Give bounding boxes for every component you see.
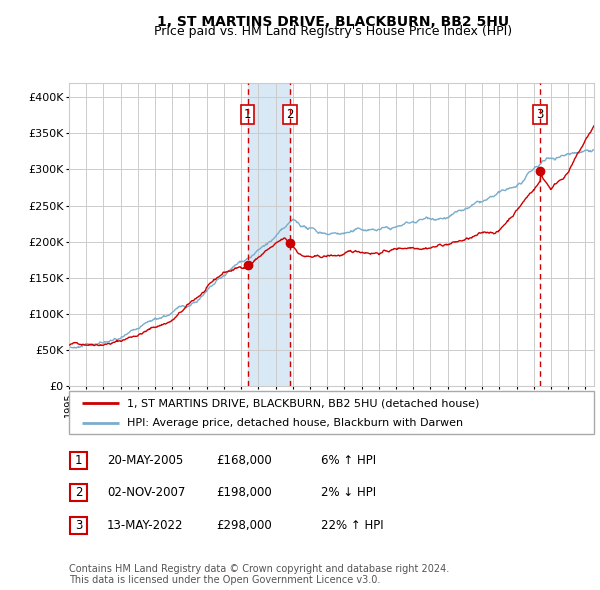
Text: £198,000: £198,000 bbox=[216, 486, 272, 499]
Text: Price paid vs. HM Land Registry's House Price Index (HPI): Price paid vs. HM Land Registry's House … bbox=[154, 25, 512, 38]
Text: 02-NOV-2007: 02-NOV-2007 bbox=[107, 486, 185, 499]
Text: 1: 1 bbox=[75, 454, 82, 467]
Text: 1: 1 bbox=[244, 108, 251, 121]
Text: 2: 2 bbox=[75, 486, 82, 499]
Text: 2% ↓ HPI: 2% ↓ HPI bbox=[321, 486, 376, 499]
Text: HPI: Average price, detached house, Blackburn with Darwen: HPI: Average price, detached house, Blac… bbox=[127, 418, 463, 428]
Text: 3: 3 bbox=[75, 519, 82, 532]
Text: 1, ST MARTINS DRIVE, BLACKBURN, BB2 5HU: 1, ST MARTINS DRIVE, BLACKBURN, BB2 5HU bbox=[157, 15, 509, 29]
Text: 2: 2 bbox=[286, 108, 294, 121]
Text: 1, ST MARTINS DRIVE, BLACKBURN, BB2 5HU (detached house): 1, ST MARTINS DRIVE, BLACKBURN, BB2 5HU … bbox=[127, 398, 479, 408]
Text: 6% ↑ HPI: 6% ↑ HPI bbox=[321, 454, 376, 467]
Text: 3: 3 bbox=[536, 108, 544, 121]
Text: £168,000: £168,000 bbox=[216, 454, 272, 467]
Bar bbox=[248, 83, 290, 386]
Text: Contains HM Land Registry data © Crown copyright and database right 2024.
This d: Contains HM Land Registry data © Crown c… bbox=[69, 563, 449, 585]
Text: 20-MAY-2005: 20-MAY-2005 bbox=[107, 454, 183, 467]
Text: £298,000: £298,000 bbox=[216, 519, 272, 532]
Text: 22% ↑ HPI: 22% ↑ HPI bbox=[321, 519, 383, 532]
Text: 13-MAY-2022: 13-MAY-2022 bbox=[107, 519, 184, 532]
